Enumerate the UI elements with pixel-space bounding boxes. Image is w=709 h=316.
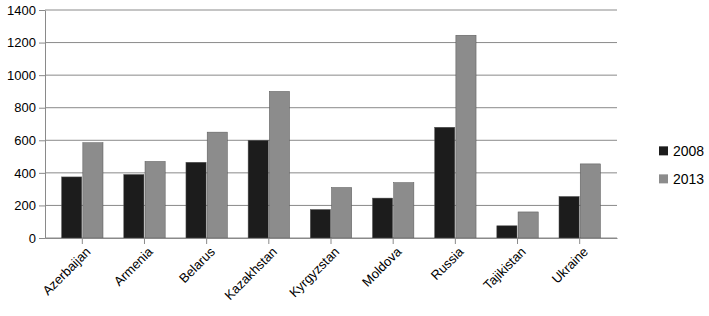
bar	[310, 210, 330, 239]
y-tick: 1000	[7, 68, 45, 83]
y-tick: 400	[14, 166, 45, 181]
y-tick-mark	[39, 173, 45, 174]
bar	[372, 198, 392, 238]
y-tick: 800	[14, 100, 45, 115]
bar	[62, 177, 82, 238]
x-tick-label: Moldova	[359, 244, 405, 290]
x-tick-label: Kyrgyzstan	[286, 244, 342, 300]
bar	[518, 212, 538, 238]
x-tick-mark	[206, 238, 207, 244]
y-tick-mark	[39, 10, 45, 11]
grid-line	[45, 10, 617, 11]
x-tick-mark	[393, 238, 394, 244]
legend: 2008 2013	[659, 143, 704, 187]
y-tick-mark	[39, 108, 45, 109]
plot: 0 200 400 600 800 1000 1200 1400 Azerbaijan Armen…	[7, 3, 617, 303]
bar	[394, 183, 414, 238]
y-tick: 0	[29, 231, 45, 246]
x-tick-mark	[331, 238, 332, 244]
y-tick-label: 1200	[7, 35, 36, 50]
chart: 0 200 400 600 800 1000 1200 1400 Azerbaijan Armen…	[0, 0, 709, 316]
bar	[435, 127, 455, 238]
x-tick-label: Tajikistan	[480, 244, 528, 292]
x-tick-mark	[517, 238, 518, 244]
x-tick-label: Russia	[428, 244, 467, 283]
bar	[456, 35, 476, 238]
x-tick-label: Ukraine	[549, 244, 591, 286]
legend-swatch	[659, 146, 668, 155]
bar	[559, 196, 579, 238]
bar	[186, 162, 206, 238]
x-tick-label: Azerbaijan	[39, 244, 93, 298]
grid-line	[45, 172, 617, 173]
y-tick-label: 0	[29, 231, 36, 246]
y-tick-mark	[39, 238, 45, 239]
bar	[497, 226, 517, 238]
x-tick-mark	[455, 238, 456, 244]
bar	[145, 161, 165, 238]
x-tick: Russia	[428, 238, 467, 283]
bar	[580, 164, 600, 238]
x-axis: Azerbaijan Armenia BelarusKazakhstanKyrgyz…	[39, 238, 617, 303]
grid-line	[45, 140, 617, 141]
bar	[207, 132, 227, 238]
grid	[45, 10, 617, 238]
grid-line	[45, 107, 617, 108]
bar	[83, 143, 103, 238]
bar	[269, 91, 289, 238]
x-tick-label: Kazakhstan	[221, 244, 280, 303]
y-tick-mark	[39, 75, 45, 76]
bar	[332, 188, 352, 238]
y-tick: 1200	[7, 35, 45, 50]
y-tick-label: 1000	[7, 68, 36, 83]
x-tick: Tajikistan	[480, 238, 528, 293]
x-tick-label: Belarus	[176, 244, 218, 286]
y-tick-label: 1400	[7, 3, 36, 18]
x-tick: Belarus	[176, 238, 218, 286]
y-tick-label: 200	[14, 198, 36, 213]
bars	[62, 35, 601, 238]
x-tick: Kyrgyzstan	[286, 238, 342, 300]
bar	[248, 140, 268, 238]
y-tick: 200	[14, 198, 45, 213]
y-tick-mark	[39, 205, 45, 206]
x-tick: Armenia	[111, 238, 156, 289]
y-tick: 600	[14, 133, 45, 148]
x-tick-mark	[82, 238, 83, 244]
y-tick-label: 400	[14, 166, 36, 181]
legend-entry: 2013	[659, 171, 704, 187]
x-tick-label: Armenia	[111, 244, 156, 289]
x-tick: Ukraine	[549, 238, 591, 286]
legend-entry: 2008	[659, 143, 704, 159]
x-tick-mark	[579, 238, 580, 244]
y-tick: 1400	[7, 3, 45, 18]
y-axis: 0 200 400 600 800 1000 1200 1400	[7, 3, 45, 246]
bar	[124, 174, 144, 238]
grid-line	[45, 42, 617, 43]
y-tick-label: 800	[14, 100, 36, 115]
y-tick-label: 600	[14, 133, 36, 148]
y-tick-mark	[39, 43, 45, 44]
x-tick-mark	[144, 238, 145, 244]
legend-label: 2013	[673, 171, 704, 187]
x-tick: Moldova	[359, 238, 405, 290]
x-tick: Azerbaijan	[39, 238, 93, 298]
x-tick: Kazakhstan	[221, 238, 280, 303]
legend-label: 2008	[673, 143, 704, 159]
x-tick-mark	[268, 238, 269, 244]
grid-line	[45, 75, 617, 76]
legend-swatch	[659, 174, 668, 183]
y-axis-line	[45, 11, 46, 239]
y-tick-mark	[39, 140, 45, 141]
